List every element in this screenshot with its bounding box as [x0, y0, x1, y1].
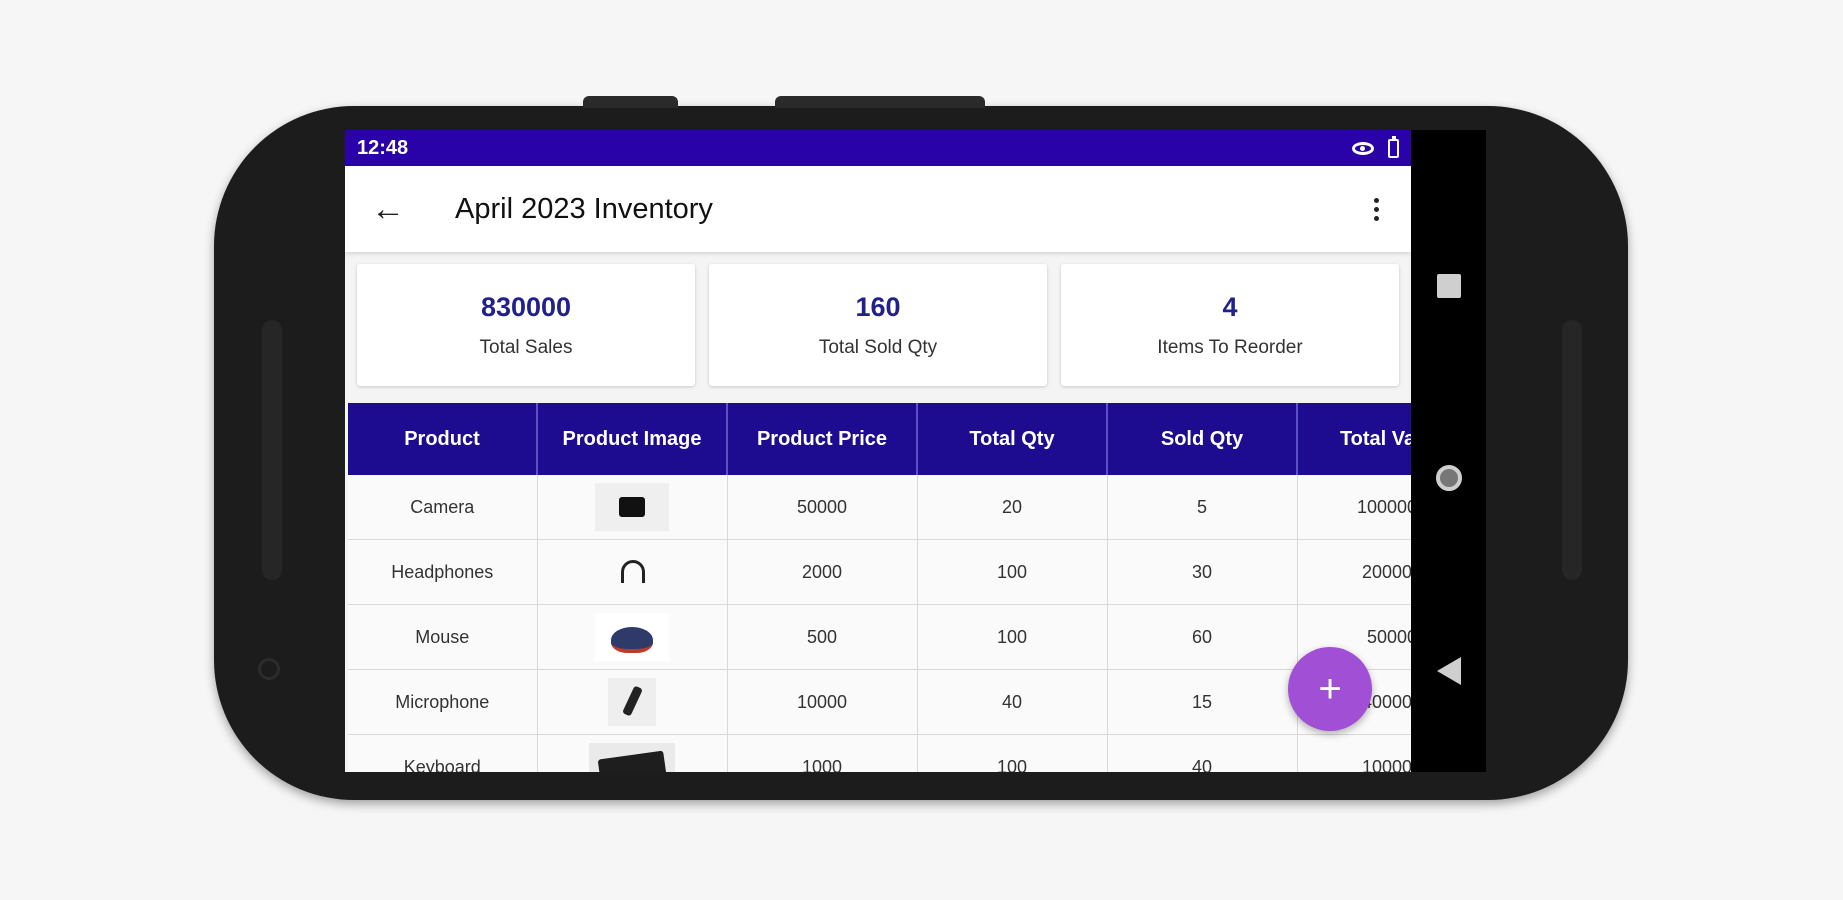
- cell-total-qty: 100: [917, 734, 1108, 772]
- square-icon: [1436, 274, 1461, 298]
- table-row[interactable]: Mouse 500 100 60 50000: [348, 604, 1411, 670]
- cell-price: 2000: [727, 539, 918, 605]
- stat-card-total-sales: 830000 Total Sales: [357, 264, 695, 386]
- cell-price: 50000: [727, 475, 918, 540]
- triangle-back-icon: [1436, 657, 1461, 685]
- inventory-table: Product Product Image Product Price Tota…: [348, 403, 1411, 772]
- cell-sold-qty: 30: [1107, 539, 1298, 605]
- cell-image: [537, 669, 728, 735]
- cell-product: Microphone: [348, 669, 538, 735]
- keyboard-icon: [589, 743, 675, 772]
- cell-product: Mouse: [348, 604, 538, 670]
- table-row[interactable]: Microphone 10000 40 15 400000: [348, 669, 1411, 735]
- cell-image: [537, 604, 728, 670]
- plus-icon: +: [1318, 666, 1342, 711]
- power-icon: [258, 658, 280, 680]
- cell-sold-qty: 15: [1107, 669, 1298, 735]
- stat-value: 4: [1222, 291, 1238, 322]
- inventory-table-scroll[interactable]: Product Product Image Product Price Tota…: [348, 403, 1411, 772]
- cell-total-qty: 100: [917, 604, 1108, 670]
- mouse-icon: [595, 613, 669, 661]
- cell-total-value: 50000: [1297, 604, 1411, 670]
- cell-total-qty: 100: [917, 539, 1108, 605]
- cell-total-qty: 40: [917, 669, 1108, 735]
- page-title: April 2023 Inventory: [455, 192, 713, 225]
- stat-value: 160: [855, 291, 901, 322]
- arrow-left-icon: ←: [371, 189, 405, 228]
- left-speaker: [262, 320, 282, 580]
- battery-icon: [1388, 135, 1399, 158]
- home-button[interactable]: [1411, 448, 1486, 508]
- add-item-fab[interactable]: +: [1288, 647, 1372, 731]
- camera-icon: [595, 483, 669, 531]
- status-bar: 12:48: [345, 130, 1411, 166]
- app-screen: 12:48 ← April 2023 Inventory 830000 Tota…: [345, 130, 1411, 772]
- cell-sold-qty: 5: [1107, 475, 1298, 540]
- stat-card-items-to-reorder: 4 Items To Reorder: [1061, 264, 1399, 386]
- status-time: 12:48: [357, 136, 409, 159]
- eye-icon: [1352, 141, 1374, 155]
- volume-button: [583, 96, 678, 108]
- app-bar: ← April 2023 Inventory: [345, 166, 1411, 252]
- column-header[interactable]: Total Qty: [917, 403, 1108, 475]
- cell-sold-qty: 60: [1107, 604, 1298, 670]
- circle-icon: [1435, 465, 1462, 491]
- nav-back-button[interactable]: [1411, 641, 1486, 701]
- table-header-row: Product Product Image Product Price Tota…: [348, 403, 1411, 475]
- stat-label: Items To Reorder: [1157, 336, 1303, 358]
- more-vert-icon: [1373, 197, 1379, 203]
- power-button: [775, 96, 985, 108]
- cell-product: Headphones: [348, 539, 538, 605]
- cell-total-value: 100000: [1297, 734, 1411, 772]
- cell-product: Keyboard: [348, 734, 538, 772]
- table-row[interactable]: Camera 50000 20 5 1000000: [348, 475, 1411, 540]
- overflow-menu-button[interactable]: [1351, 184, 1401, 234]
- column-header[interactable]: Product Image: [537, 403, 728, 475]
- right-speaker: [1562, 320, 1582, 580]
- cell-total-qty: 20: [917, 475, 1108, 540]
- cell-total-value: 1000000: [1297, 475, 1411, 540]
- cell-image: [537, 475, 728, 540]
- cell-product: Camera: [348, 475, 538, 540]
- stats-row: 830000 Total Sales 160 Total Sold Qty 4 …: [357, 264, 1399, 386]
- column-header[interactable]: Product Price: [727, 403, 918, 475]
- stat-label: Total Sold Qty: [818, 336, 938, 358]
- column-header[interactable]: Total Value: [1297, 403, 1411, 475]
- headphones-icon: [595, 548, 669, 596]
- cell-image: [537, 539, 728, 605]
- column-header[interactable]: Product: [348, 403, 538, 475]
- table-row[interactable]: Keyboard 1000 100 40 100000: [348, 734, 1411, 772]
- table-row[interactable]: Headphones 2000 100 30 200000: [348, 539, 1411, 605]
- recents-button[interactable]: [1411, 256, 1486, 316]
- cell-price: 1000: [727, 734, 918, 772]
- cell-sold-qty: 40: [1107, 734, 1298, 772]
- microphone-icon: [608, 678, 656, 726]
- system-nav-bar: [1411, 130, 1486, 772]
- cell-total-value: 200000: [1297, 539, 1411, 605]
- cell-price: 10000: [727, 669, 918, 735]
- stat-card-total-sold-qty: 160 Total Sold Qty: [709, 264, 1047, 386]
- cell-price: 500: [727, 604, 918, 670]
- stat-label: Total Sales: [479, 336, 573, 358]
- column-header[interactable]: Sold Qty: [1107, 403, 1298, 475]
- back-button[interactable]: ←: [363, 184, 413, 234]
- stat-value: 830000: [480, 291, 572, 322]
- cell-image: [537, 734, 728, 772]
